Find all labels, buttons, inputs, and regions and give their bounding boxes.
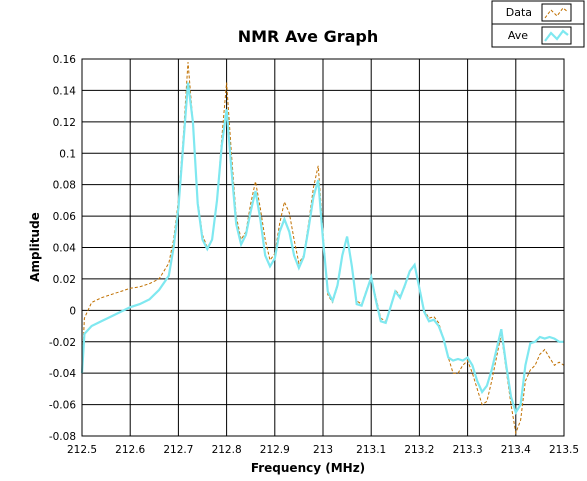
y-tick-label: 0.08	[53, 180, 76, 192]
x-tick-label: 213.3	[453, 444, 483, 456]
y-tick-label: -0.04	[49, 368, 76, 380]
y-tick-label: -0.08	[49, 431, 76, 443]
legend-label-data: Data	[506, 6, 532, 19]
chart-title: NMR Ave Graph	[238, 27, 379, 46]
x-tick-label: 213	[313, 444, 333, 456]
x-tick-label: 212.8	[212, 444, 242, 456]
x-tick-label: 212.9	[260, 444, 290, 456]
y-tick-label: 0	[69, 305, 76, 317]
y-tick-label: -0.06	[49, 400, 76, 412]
y-tick-label: 0.04	[53, 243, 77, 255]
y-tick-label: 0.02	[53, 274, 76, 286]
y-tick-label: 0.1	[59, 148, 76, 160]
y-tick-labels: -0.08 -0.06 -0.04 -0.02 0 0.02 0.04 0.06 0.08 0.1…	[49, 54, 76, 443]
y-tick-label: 0.16	[53, 54, 77, 66]
x-tick-label: 213.2	[404, 444, 434, 456]
x-tick-label: 212.7	[163, 444, 193, 456]
y-axis-label: Amplitude	[28, 212, 42, 282]
legend-swatch-ave	[544, 29, 569, 42]
series-line-ave	[80, 82, 564, 416]
x-tick-label: 213.4	[501, 444, 531, 456]
x-axis-label: Frequency (MHz)	[251, 461, 365, 475]
y-tick-label: 0.06	[53, 211, 77, 223]
x-tick-label: 213.5	[549, 444, 579, 456]
y-tick-label: -0.02	[49, 337, 76, 349]
y-tick-label: 0.12	[53, 117, 76, 129]
series-group	[80, 62, 565, 435]
legend-label-ave: Ave	[508, 29, 528, 42]
x-tick-label: 212.5	[67, 444, 97, 456]
x-tick-label: 213.1	[356, 444, 386, 456]
x-tick-labels: 212.5 212.6 212.7 212.8 212.9 213 213.1 213.2 21…	[67, 444, 579, 456]
y-tick-label: 0.14	[53, 85, 77, 97]
legend-swatch-data	[544, 7, 569, 19]
x-tick-label: 212.6	[115, 444, 145, 456]
legend: Data Ave	[491, 0, 585, 48]
